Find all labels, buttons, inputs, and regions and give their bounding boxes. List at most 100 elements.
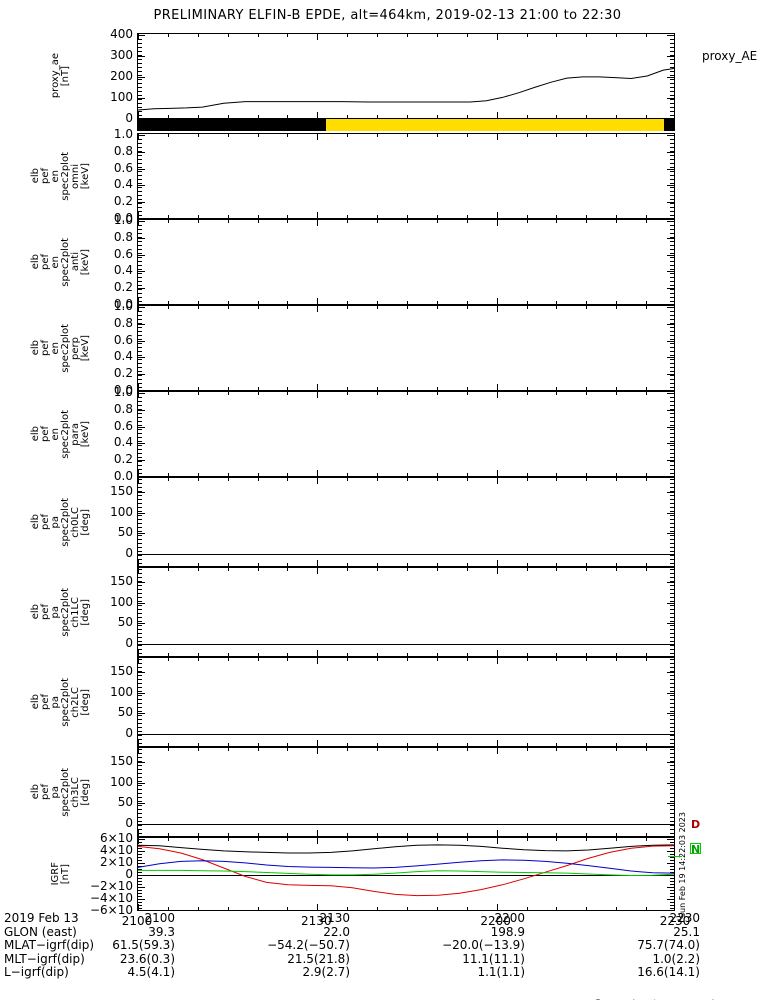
x-minor-tick	[646, 838, 648, 841]
y-minor-tick	[138, 899, 142, 900]
y-minor-tick	[138, 621, 142, 622]
x-tick-label: 2100	[121, 914, 153, 928]
x-minor-tick	[407, 563, 408, 566]
y-minor-tick	[670, 872, 674, 873]
x-major-tick	[317, 748, 319, 754]
y-minor-tick	[138, 35, 142, 36]
ephemeris-value: 25.1	[673, 924, 700, 939]
x-major-tick	[317, 568, 319, 574]
y-minor-tick	[670, 637, 674, 638]
x-major-tick	[496, 34, 498, 40]
y-minor-tick	[138, 797, 142, 798]
x-minor-tick	[347, 568, 349, 571]
y-minor-tick	[138, 719, 142, 720]
y-minor-tick	[670, 905, 674, 906]
x-minor-tick	[436, 301, 438, 304]
x-minor-tick	[436, 306, 438, 309]
x-minor-tick	[377, 838, 379, 841]
y-minor-tick	[138, 449, 142, 450]
x-minor-tick	[197, 115, 199, 118]
x-minor-tick	[287, 653, 289, 656]
panel-en-anti	[137, 219, 675, 305]
y-major-tick	[667, 623, 674, 625]
x-minor-tick	[407, 743, 408, 746]
ephemeris-value: 2.9(2.7)	[302, 965, 350, 979]
x-minor-tick	[466, 220, 468, 223]
x-minor-tick	[347, 387, 349, 390]
ephemeris-row-label: L−igrf(dip)	[4, 965, 69, 979]
x-minor-tick	[197, 563, 199, 566]
x-minor-tick	[407, 34, 408, 37]
x-minor-tick	[257, 838, 259, 841]
x-minor-tick	[646, 134, 648, 137]
y-ticks-en-omni: 1.0 0.8 0.6 0.4 0.2 0.0	[69, 128, 133, 224]
y-minor-tick	[138, 487, 142, 488]
x-minor-tick	[407, 115, 408, 118]
x-minor-tick	[436, 478, 438, 481]
zero-line	[138, 734, 674, 736]
x-minor-tick	[407, 220, 408, 223]
x-minor-tick	[436, 387, 438, 390]
x-minor-tick	[407, 387, 408, 390]
x-minor-tick	[227, 392, 229, 395]
y-minor-tick	[138, 315, 142, 316]
y-minor-tick	[138, 499, 142, 500]
y-minor-tick	[138, 43, 142, 44]
y-minor-tick	[138, 159, 142, 160]
y-minor-tick	[138, 289, 142, 290]
y-minor-tick	[138, 601, 142, 602]
x-minor-tick	[167, 115, 169, 118]
y-major-tick	[667, 671, 674, 673]
activity-bar-segment	[664, 119, 675, 131]
x-major-tick	[496, 560, 498, 566]
x-minor-tick	[556, 838, 558, 841]
y-tick-label: 0.0	[113, 211, 133, 225]
x-minor-tick	[197, 658, 199, 661]
y-minor-tick	[138, 285, 142, 286]
y-minor-tick	[138, 687, 142, 688]
y-minor-tick	[670, 59, 674, 60]
x-minor-tick	[197, 478, 199, 481]
y-minor-tick	[138, 581, 142, 582]
x-minor-tick	[257, 392, 259, 395]
x-major-tick	[496, 748, 498, 754]
y-minor-tick	[138, 103, 142, 104]
y-minor-tick	[138, 527, 142, 528]
y-minor-tick	[138, 593, 142, 594]
x-minor-tick	[197, 568, 199, 571]
y-minor-tick	[138, 731, 142, 732]
x-major-tick	[496, 838, 498, 844]
y-minor-tick	[138, 695, 142, 696]
y-ticks-pa-ch2lc: 150 100 50 0	[69, 657, 133, 747]
y-minor-tick	[138, 683, 142, 684]
x-minor-tick	[257, 563, 259, 566]
y-minor-tick	[670, 699, 674, 700]
panel-plot-area	[138, 392, 674, 476]
y-minor-tick	[670, 821, 674, 822]
y-minor-tick	[138, 851, 142, 852]
x-minor-tick	[526, 563, 528, 566]
x-minor-tick	[197, 907, 199, 910]
y-minor-tick	[138, 577, 142, 578]
y-minor-tick	[138, 245, 142, 246]
x-minor-tick	[616, 473, 618, 476]
panel-proxy-ae	[137, 33, 675, 119]
x-minor-tick	[556, 478, 558, 481]
y-minor-tick	[138, 801, 142, 802]
y-major-tick	[667, 56, 674, 57]
y-minor-tick	[138, 563, 142, 564]
x-minor-tick	[436, 134, 438, 137]
x-major-tick	[317, 34, 319, 40]
y-ticks-pa-ch0lc: 150 100 50 0	[69, 477, 133, 567]
y-minor-tick	[670, 307, 674, 308]
y-minor-tick	[138, 881, 142, 882]
x-minor-tick	[257, 743, 259, 746]
y-minor-tick	[138, 343, 142, 344]
y-minor-tick	[138, 559, 142, 560]
x-minor-tick	[347, 473, 349, 476]
x-minor-tick	[167, 478, 169, 481]
y-minor-tick	[138, 645, 142, 646]
zero-line	[138, 644, 674, 646]
x-minor-tick	[407, 658, 408, 661]
y-major-tick	[138, 357, 145, 359]
